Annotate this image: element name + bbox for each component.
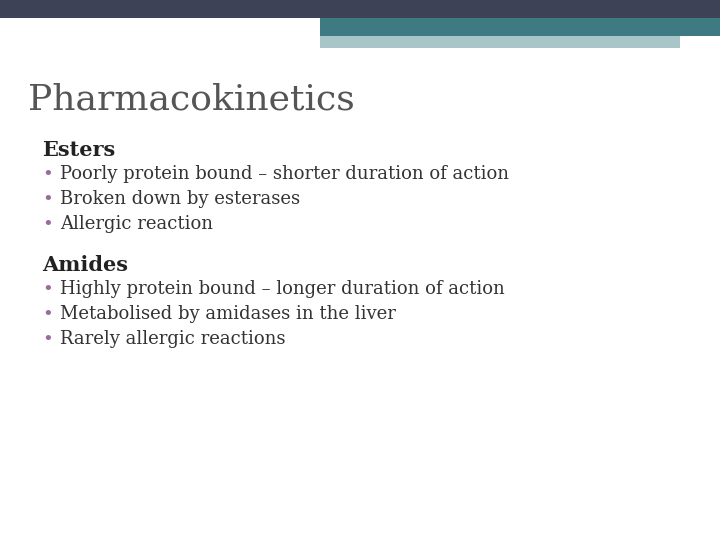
Text: •: • — [42, 280, 53, 298]
Text: •: • — [42, 190, 53, 208]
Text: Allergic reaction: Allergic reaction — [60, 215, 213, 233]
Text: Highly protein bound – longer duration of action: Highly protein bound – longer duration o… — [60, 280, 505, 298]
Text: •: • — [42, 305, 53, 323]
Bar — [320, 36, 680, 48]
Text: Amides: Amides — [42, 255, 128, 275]
Text: Pharmacokinetics: Pharmacokinetics — [28, 82, 355, 116]
Bar — [320, 18, 720, 36]
Bar — [0, 0, 720, 18]
Text: •: • — [42, 215, 53, 233]
Text: Metabolised by amidases in the liver: Metabolised by amidases in the liver — [60, 305, 396, 323]
Text: •: • — [42, 165, 53, 183]
Text: •: • — [42, 330, 53, 348]
Text: Rarely allergic reactions: Rarely allergic reactions — [60, 330, 286, 348]
Text: Esters: Esters — [42, 140, 115, 160]
Text: Broken down by esterases: Broken down by esterases — [60, 190, 300, 208]
Text: Poorly protein bound – shorter duration of action: Poorly protein bound – shorter duration … — [60, 165, 509, 183]
